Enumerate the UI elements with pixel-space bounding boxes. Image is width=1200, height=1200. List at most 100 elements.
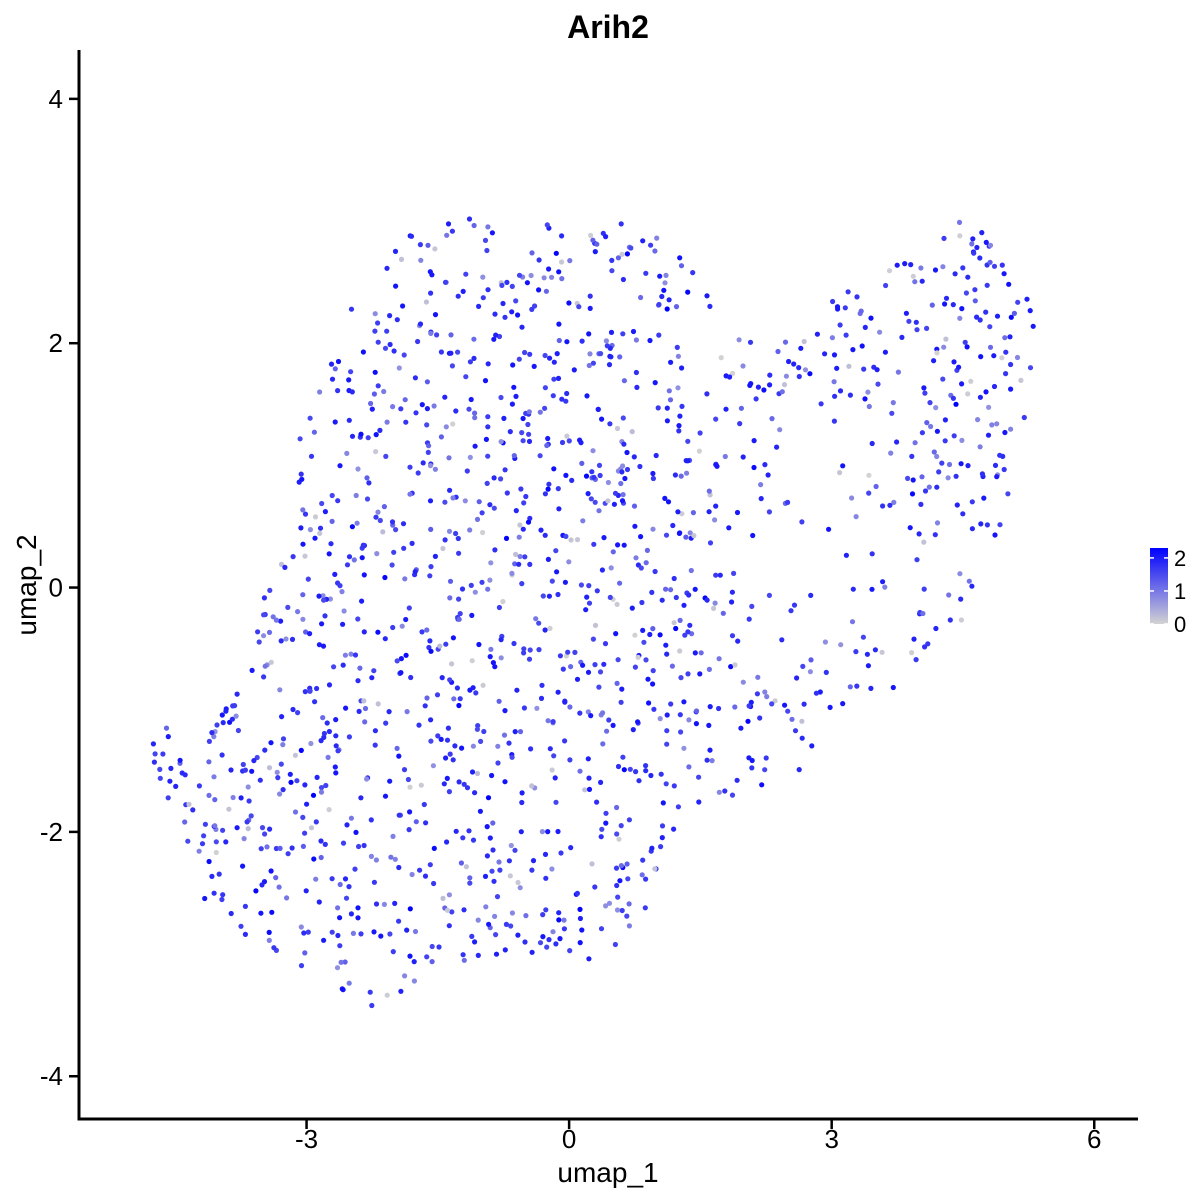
- scatter-point: [437, 643, 443, 649]
- scatter-point: [543, 288, 550, 294]
- scatter-point: [643, 657, 649, 663]
- scatter-point: [679, 403, 685, 409]
- scatter-point: [706, 666, 713, 673]
- scatter-point: [984, 282, 990, 288]
- scatter-point: [880, 503, 886, 509]
- scatter-point: [287, 771, 293, 777]
- scatter-point: [665, 499, 672, 505]
- scatter-point: [526, 438, 533, 444]
- scatter-point: [542, 532, 548, 538]
- scatter-point: [438, 736, 444, 743]
- scatter-point: [563, 398, 569, 404]
- scatter-point: [445, 725, 451, 731]
- scatter-point: [220, 892, 226, 898]
- scatter-point: [219, 752, 225, 758]
- scatter-point: [883, 282, 889, 289]
- scatter-point: [457, 611, 463, 617]
- scatter-point: [918, 501, 924, 507]
- scatter-point: [610, 549, 616, 555]
- scatter-point: [556, 917, 562, 923]
- scatter-point: [960, 265, 966, 271]
- scatter-point: [396, 812, 402, 818]
- scatter-point: [1030, 323, 1036, 329]
- scatter-point: [632, 632, 638, 638]
- scatter-point: [664, 728, 670, 734]
- scatter-point: [280, 787, 286, 793]
- scatter-point: [564, 433, 570, 439]
- scatter-point: [758, 482, 764, 488]
- scatter-point: [933, 405, 939, 411]
- scatter-point: [431, 845, 437, 852]
- scatter-point: [467, 359, 473, 365]
- scatter-point: [650, 475, 657, 482]
- scatter-point: [211, 890, 217, 896]
- scatter-point: [638, 565, 644, 571]
- scatter-point: [594, 241, 600, 247]
- scatter-point: [1001, 466, 1007, 473]
- scatter-point: [934, 350, 940, 356]
- scatter-point: [534, 705, 540, 711]
- scatter-point: [391, 348, 397, 354]
- scatter-point: [436, 944, 442, 950]
- x-axis-ticks: -3 0 3 6: [295, 1119, 1101, 1154]
- scatter-point: [499, 282, 505, 288]
- scatter-point: [802, 367, 809, 373]
- scatter-point: [298, 471, 304, 477]
- scatter-point: [536, 257, 542, 263]
- scatter-point: [579, 927, 585, 933]
- scatter-point: [958, 596, 964, 602]
- scatter-point: [603, 338, 610, 344]
- scatter-point: [565, 649, 571, 655]
- scatter-point: [729, 633, 736, 639]
- scatter-point: [528, 746, 534, 752]
- scatter-point: [510, 362, 516, 368]
- scatter-point: [512, 729, 518, 735]
- scatter-point: [556, 269, 562, 275]
- scatter-point: [266, 629, 273, 636]
- scatter-point: [567, 757, 573, 763]
- scatter-point: [491, 505, 497, 511]
- scatter-point: [586, 775, 592, 781]
- scatter-point: [978, 521, 984, 527]
- scatter-point: [603, 810, 609, 816]
- scatter-point: [585, 756, 591, 762]
- scatter-point: [586, 331, 592, 337]
- scatter-point: [421, 801, 427, 808]
- scatter-point: [413, 410, 419, 416]
- scatter-point: [335, 388, 341, 394]
- scatter-point: [300, 592, 306, 598]
- scatter-point: [551, 466, 557, 472]
- scatter-point: [635, 654, 641, 660]
- scatter-points: [150, 216, 1036, 1009]
- scatter-point: [639, 599, 645, 606]
- scatter-point: [368, 400, 374, 407]
- scatter-point: [333, 770, 339, 776]
- scatter-point: [987, 242, 994, 248]
- scatter-point: [676, 428, 682, 434]
- scatter-point: [823, 669, 829, 676]
- scatter-point: [943, 336, 949, 342]
- scatter-point: [469, 769, 476, 775]
- scatter-point: [696, 774, 702, 780]
- scatter-point: [751, 464, 757, 471]
- scatter-point: [428, 526, 434, 533]
- scatter-point: [685, 458, 691, 464]
- scatter-point: [662, 495, 668, 501]
- scatter-point: [429, 272, 435, 278]
- scatter-point: [549, 274, 555, 280]
- scatter-point: [157, 775, 163, 781]
- scatter-point: [326, 807, 332, 813]
- scatter-point: [297, 436, 303, 442]
- scatter-point: [643, 763, 649, 769]
- scatter-point: [574, 890, 581, 897]
- scatter-point: [407, 906, 413, 912]
- scatter-point: [619, 498, 626, 504]
- scatter-point: [396, 864, 402, 871]
- scatter-point: [682, 632, 688, 638]
- scatter-point: [249, 667, 255, 674]
- scatter-point: [621, 441, 627, 447]
- scatter-point: [965, 274, 971, 280]
- scatter-point: [936, 469, 942, 475]
- scatter-point: [732, 662, 738, 668]
- scatter-point: [504, 490, 510, 496]
